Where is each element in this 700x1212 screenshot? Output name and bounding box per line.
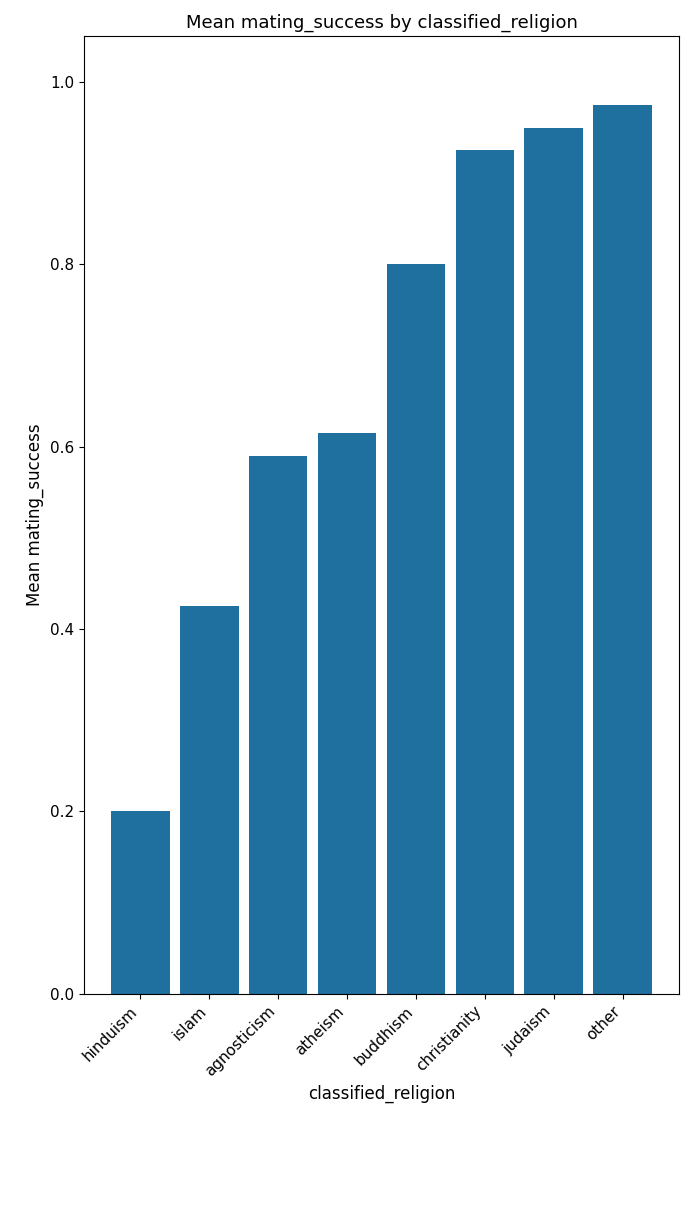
Bar [594, 104, 652, 994]
Y-axis label: Mean mating_success: Mean mating_success [26, 424, 45, 606]
Bar [318, 433, 377, 994]
Bar [249, 456, 307, 994]
Bar [456, 150, 514, 994]
Bar [180, 606, 239, 994]
Bar [524, 127, 583, 994]
Bar [386, 264, 445, 994]
Title: Mean mating_success by classified_religion: Mean mating_success by classified_religi… [186, 15, 578, 33]
X-axis label: classified_religion: classified_religion [308, 1085, 455, 1103]
Bar [111, 812, 169, 994]
